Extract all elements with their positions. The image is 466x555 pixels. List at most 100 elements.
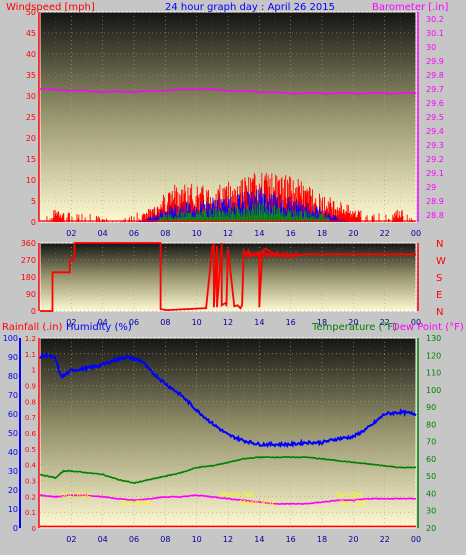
baro-tick-label: 29.3 <box>426 141 444 150</box>
x-tick-label: 00 <box>411 318 421 327</box>
wind-direction-noise <box>243 250 298 259</box>
rain-tick-label: 1 <box>32 367 36 375</box>
baro-tick-label: 28.9 <box>426 197 444 206</box>
humidity-tick-label: 0 <box>13 524 18 533</box>
baro-tick-label: 29.6 <box>426 99 444 108</box>
wind-tick-label: 0 <box>31 218 36 227</box>
temp-tick-label: 40 <box>426 489 436 498</box>
dewpoint-axis-title: Dew Point (°F) <box>392 322 464 333</box>
rain-tick-label: 0.9 <box>25 383 36 391</box>
compass-label: N <box>436 307 443 318</box>
baro-tick-label: 29.7 <box>426 85 444 94</box>
temp-tick-label: 70 <box>426 438 436 447</box>
x-tick-label: 10 <box>192 318 202 327</box>
temp-tick-label: 30 <box>426 507 436 516</box>
x-tick-label: 16 <box>286 535 296 544</box>
astro-annotation: Sun Rise <box>61 491 91 499</box>
direction-tick-label: 90 <box>26 290 36 299</box>
humidity-line <box>39 352 417 449</box>
temp-tick-label: 100 <box>426 386 441 395</box>
direction-tick-label: 360 <box>21 239 36 248</box>
wind-tick-label: 50 <box>26 8 36 17</box>
direction-tick-label: 0 <box>31 307 36 316</box>
baro-tick-label: 29.9 <box>426 57 444 66</box>
rain-tick-label: 0.7 <box>25 414 36 422</box>
temp-tick-label: 80 <box>426 420 436 429</box>
temp-tick-label: 120 <box>426 351 441 360</box>
temp-tick-label: 110 <box>426 369 441 378</box>
humidity-axis-title: Humidity (%) <box>66 322 132 333</box>
baro-tick-label: 28.8 <box>426 211 444 220</box>
x-tick-label: 20 <box>348 535 358 544</box>
x-tick-label: 14 <box>254 535 264 544</box>
humidity-tick-label: 90 <box>8 353 18 362</box>
temp-tick-label: 90 <box>426 403 436 412</box>
x-tick-label: 12 <box>223 318 233 327</box>
rain-tick-label: 0.4 <box>25 462 37 470</box>
wind-tick-label: 40 <box>26 50 36 59</box>
baro-tick-label: 29.2 <box>426 155 444 164</box>
astro-annotation: Sun Set <box>340 499 367 507</box>
rain-tick-label: 1.1 <box>25 351 36 359</box>
compass-label: N <box>436 239 443 250</box>
x-tick-label: 16 <box>286 318 296 327</box>
wind-tick-label: 25 <box>26 113 36 122</box>
temp-tick-label: 50 <box>426 472 436 481</box>
baro-tick-label: 29.1 <box>426 169 444 178</box>
x-tick-label: 18 <box>317 318 327 327</box>
rain-tick-label: 0.6 <box>25 430 37 438</box>
baro-tick-label: 30.2 <box>426 15 444 24</box>
wind-tick-label: 35 <box>26 71 36 80</box>
x-tick-label: 04 <box>98 318 108 327</box>
humidity-tick-label: 30 <box>8 467 18 476</box>
x-tick-label: 00 <box>411 535 421 544</box>
x-tick-label: 08 <box>160 229 170 238</box>
x-tick-label: 20 <box>348 229 358 238</box>
x-tick-label: 06 <box>129 535 139 544</box>
x-tick-label: 06 <box>129 318 139 327</box>
humidity-tick-label: 60 <box>8 410 18 419</box>
x-tick-label: 10 <box>192 229 202 238</box>
x-tick-label: 00 <box>411 229 421 238</box>
chart-marks <box>19 12 419 528</box>
x-tick-label: 02 <box>66 535 76 544</box>
x-tick-label: 02 <box>66 318 76 327</box>
rain-tick-label: 0.5 <box>25 446 36 454</box>
wind-tick-label: 10 <box>26 176 36 185</box>
direction-tick-label: 180 <box>21 273 36 282</box>
x-tick-label: 12 <box>223 229 233 238</box>
wind-tick-label: 30 <box>26 92 36 101</box>
wind-axis-title: Windspeed [mph] <box>6 2 95 13</box>
x-tick-label: 04 <box>98 229 108 238</box>
compass-label: W <box>436 256 446 267</box>
wind-tick-label: 5 <box>31 197 36 206</box>
x-tick-label: 04 <box>98 535 108 544</box>
temp-tick-label: 20 <box>426 524 436 533</box>
x-tick-label: 22 <box>380 229 390 238</box>
rain-tick-label: 0 <box>32 525 36 533</box>
rain-tick-label: 1.2 <box>25 335 36 343</box>
wind-tick-label: 45 <box>26 29 36 38</box>
dew-point-line <box>39 493 417 506</box>
x-tick-label: 06 <box>129 229 139 238</box>
x-tick-label: 22 <box>380 318 390 327</box>
rain-tick-label: 0.2 <box>25 493 36 501</box>
rain-tick-label: 0.3 <box>25 478 36 486</box>
x-tick-label: 10 <box>192 535 202 544</box>
compass-label: E <box>436 290 442 301</box>
temperature-axis-title: Temperature (°F) <box>311 322 397 333</box>
x-tick-label: 22 <box>380 535 390 544</box>
baro-tick-label: 30 <box>426 43 436 52</box>
x-tick-label: 14 <box>254 318 264 327</box>
humidity-tick-label: 70 <box>8 391 18 400</box>
x-tick-label: 14 <box>254 229 264 238</box>
barometer-axis-title: Barometer [.in] <box>372 2 448 13</box>
baro-tick-label: 29.4 <box>426 127 444 136</box>
baro-tick-label: 29.8 <box>426 71 444 80</box>
baro-tick-label: 29 <box>426 183 436 192</box>
x-tick-label: 18 <box>317 229 327 238</box>
astro-annotation: Moon Set <box>221 491 254 499</box>
x-tick-label: 12 <box>223 535 233 544</box>
